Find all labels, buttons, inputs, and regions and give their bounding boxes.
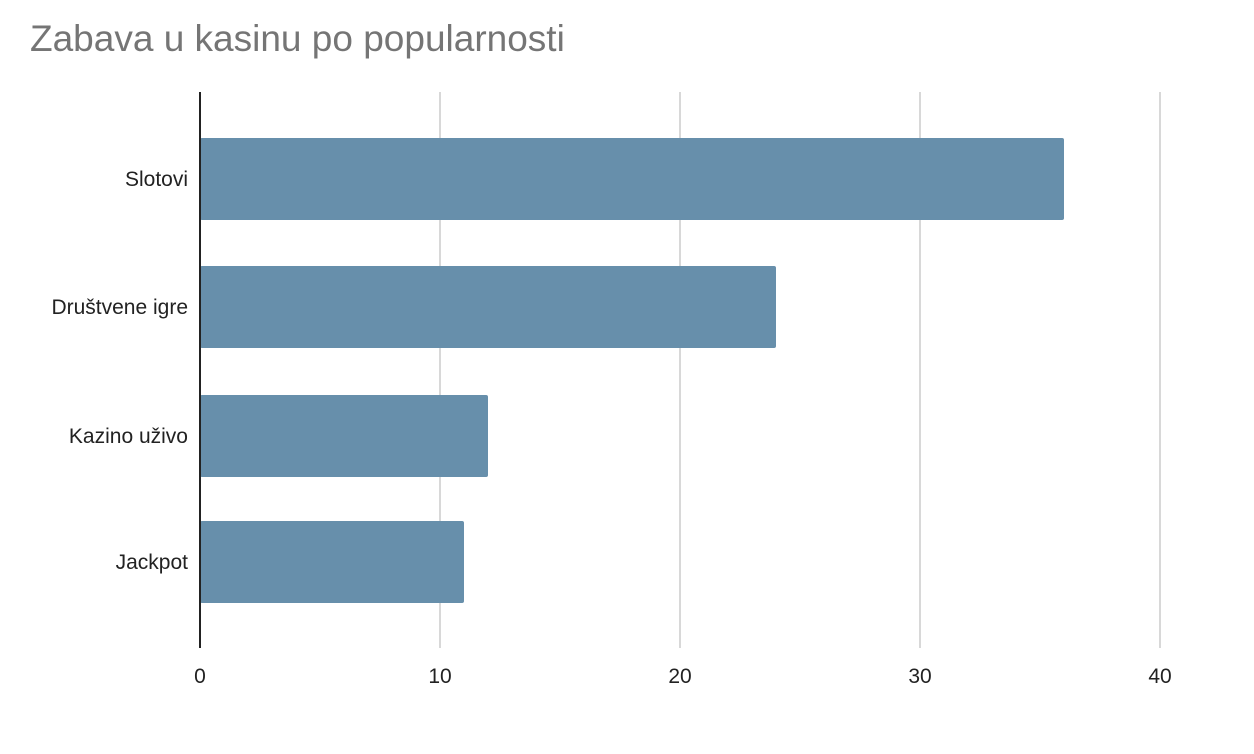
y-category-label: Slotovi	[125, 168, 188, 191]
bar	[200, 138, 1064, 220]
x-tick-label: 20	[668, 665, 691, 688]
bar	[200, 395, 488, 477]
x-tick-label: 30	[908, 665, 931, 688]
y-category-label: Jackpot	[116, 551, 189, 574]
bar	[200, 521, 464, 603]
x-tick-label: 0	[194, 665, 206, 688]
y-category-label: Društvene igre	[51, 296, 188, 319]
chart-title: Zabava u kasinu po popularnosti	[30, 18, 565, 59]
bar	[200, 266, 776, 348]
bars	[200, 138, 1064, 603]
x-tick-label: 40	[1148, 665, 1171, 688]
y-category-label: Kazino uživo	[69, 425, 188, 448]
x-tick-label: 10	[428, 665, 451, 688]
labels: 0 10 20 30 40 Slotovi Društvene igre Kazino uži…	[51, 168, 1171, 688]
